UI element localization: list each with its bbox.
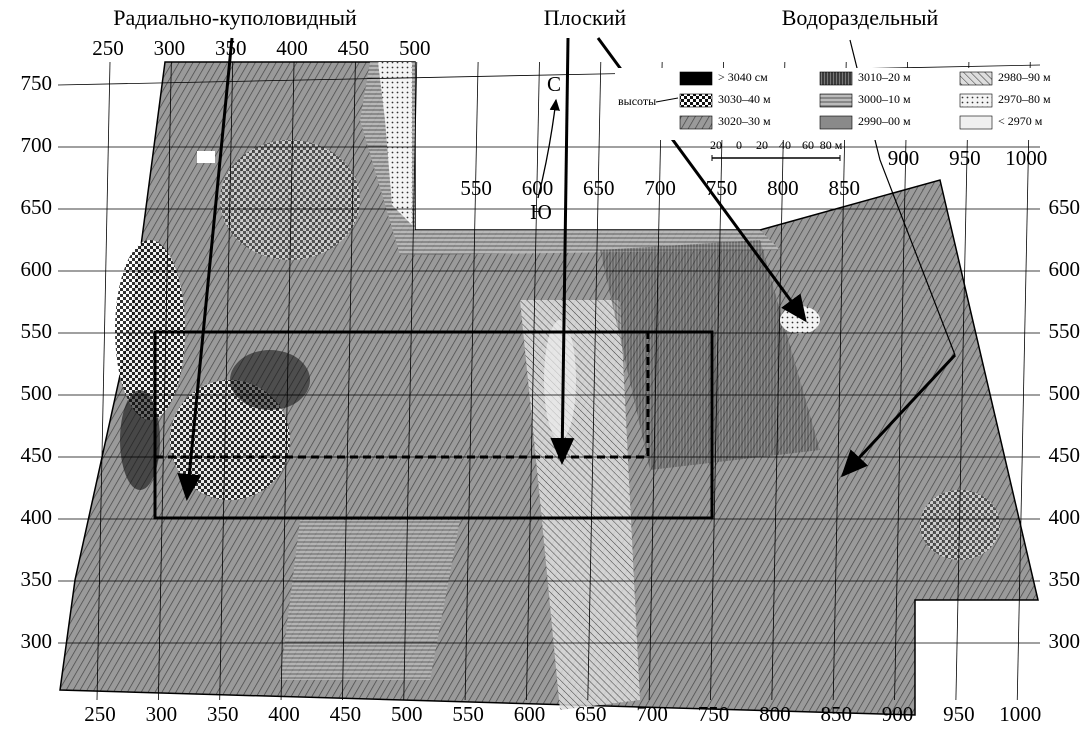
scale-label: 80 м: [820, 138, 843, 152]
y-left-label: 300: [21, 629, 53, 653]
blank-patch: [197, 151, 215, 163]
scale-label: 40: [779, 138, 791, 152]
x-top-label: 1000: [1005, 146, 1047, 170]
legend-entry: < 2970 м: [998, 114, 1043, 128]
scale-label: 60: [802, 138, 814, 152]
x-bottom-label: 500: [391, 702, 423, 726]
x-top-label: 650: [583, 176, 615, 200]
legend-label: высоты: [618, 94, 656, 108]
legend-swatch: [680, 116, 712, 129]
x-top-label: 850: [828, 176, 860, 200]
legend-entry: 3010–20 м: [858, 70, 911, 84]
x-bottom-label: 850: [820, 702, 852, 726]
x-top-label: 550: [460, 176, 492, 200]
y-left-label: 600: [21, 257, 53, 281]
x-top-label: 300: [154, 36, 186, 60]
map-figure: Радиально-куполовидный Плоский Водоразде…: [0, 0, 1083, 729]
x-top-label: 350: [215, 36, 247, 60]
x-top-label: 950: [949, 146, 981, 170]
x-bottom-label: 550: [452, 702, 484, 726]
x-bottom-label: 300: [146, 702, 178, 726]
y-left-label: 650: [21, 195, 53, 219]
y-left-label: 450: [21, 443, 53, 467]
x-bottom-label: 800: [759, 702, 791, 726]
x-top-label: 400: [276, 36, 308, 60]
x-bottom-label: 900: [882, 702, 914, 726]
y-left-label: 500: [21, 381, 53, 405]
legend-swatch: [820, 116, 852, 129]
compass-south: Ю: [530, 200, 552, 224]
y-right-label: 400: [1049, 505, 1081, 529]
x-top-label: 900: [888, 146, 920, 170]
y-right-label: 650: [1049, 195, 1081, 219]
x-bottom-label: 650: [575, 702, 607, 726]
x-top-label: 500: [399, 36, 431, 60]
type-label: Радиально-куполовидный: [113, 5, 357, 30]
x-bottom-label: 250: [84, 702, 116, 726]
legend-swatch: [820, 72, 852, 85]
x-bottom-label: 600: [514, 702, 546, 726]
x-bottom-label: 700: [636, 702, 668, 726]
y-right-label: 550: [1049, 319, 1081, 343]
legend-swatch: [960, 116, 992, 129]
scale-bar: 20 0 20 40 60 80 м: [710, 138, 843, 161]
legend-swatch: [820, 94, 852, 107]
x-bottom-label: 750: [698, 702, 730, 726]
x-bottom-label: 450: [330, 702, 362, 726]
legend-swatch: [680, 94, 712, 107]
y-left-label: 400: [21, 505, 53, 529]
legend-swatch: [680, 72, 712, 85]
legend: высоты > 3040 см 3030–40 м 3020–30 м 3010–2…: [615, 68, 1051, 140]
x-bottom-label: 400: [268, 702, 300, 726]
x-top-label: 450: [338, 36, 370, 60]
legend-entry: > 3040 см: [718, 70, 768, 84]
y-left-label: 550: [21, 319, 53, 343]
type-label: Водораздельный: [782, 5, 939, 30]
legend-entry: 2990–00 м: [858, 114, 911, 128]
y-right-label: 300: [1049, 629, 1081, 653]
legend-entry: 2980–90 м: [998, 70, 1051, 84]
y-left-label: 750: [21, 71, 53, 95]
compass-north: С: [547, 72, 561, 96]
scale-label: 20: [756, 138, 768, 152]
legend-entry: 3030–40 м: [718, 92, 771, 106]
scale-label: 20: [710, 138, 722, 152]
x-top-label: 600: [522, 176, 554, 200]
x-bottom-label: 350: [207, 702, 239, 726]
legend-swatch: [960, 72, 992, 85]
x-top-label: 750: [706, 176, 738, 200]
x-bottom-label: 1000: [999, 702, 1041, 726]
x-top-label: 250: [92, 36, 124, 60]
x-top-label: 800: [767, 176, 799, 200]
y-right-label: 450: [1049, 443, 1081, 467]
legend-swatch: [960, 94, 992, 107]
legend-entry: 3000–10 м: [858, 92, 911, 106]
y-right-label: 500: [1049, 381, 1081, 405]
y-left-label: 700: [21, 133, 53, 157]
legend-entry: 3020–30 м: [718, 114, 771, 128]
legend-entry: 2970–80 м: [998, 92, 1051, 106]
y-left-label: 350: [21, 567, 53, 591]
scale-label: 0: [736, 138, 742, 152]
y-right-label: 600: [1049, 257, 1081, 281]
y-right-label: 350: [1049, 567, 1081, 591]
x-top-label: 700: [644, 176, 676, 200]
x-bottom-label: 950: [943, 702, 975, 726]
type-label: Плоский: [544, 5, 627, 30]
